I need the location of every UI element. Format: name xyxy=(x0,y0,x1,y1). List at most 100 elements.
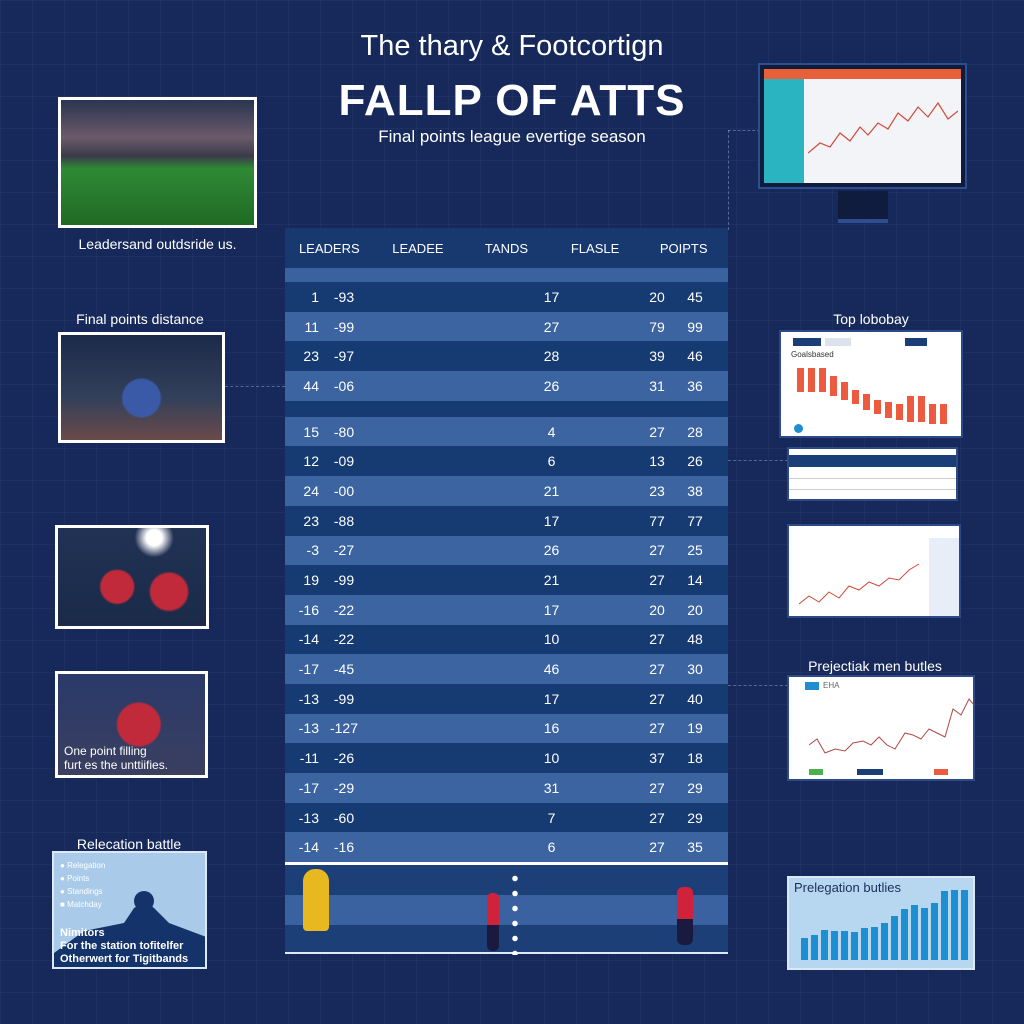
table-cell: 45 xyxy=(687,288,703,305)
table-cell: 11 xyxy=(304,318,319,335)
table-row: 11 -99 27 79 99 xyxy=(285,311,728,342)
table-row: 19 -99 21 27 14 xyxy=(285,565,728,595)
table-row: -11 -26 10 37 18 xyxy=(285,743,728,773)
table-cell: 37 xyxy=(649,750,665,767)
table-cell: 36 xyxy=(687,377,703,394)
table-cell: 27 xyxy=(649,809,665,826)
table-cell: 23 xyxy=(303,512,319,529)
column-header: TANDS xyxy=(484,240,529,256)
tab-button[interactable] xyxy=(793,338,821,346)
table-cell: 1 xyxy=(311,288,319,305)
legend-item: ■ Matchday xyxy=(60,900,102,909)
connector-line xyxy=(728,460,788,461)
caption-line: furt es the unttiifies. xyxy=(64,758,169,772)
relegation-panel: ● Relegation ● Points ● Standings ■ Matc… xyxy=(52,851,207,969)
projection-line-chart xyxy=(809,698,974,754)
table-cell: 6 xyxy=(547,839,556,856)
table-cell: 27 xyxy=(649,720,665,737)
table-cell: 31 xyxy=(649,377,665,394)
monitor-sidebar xyxy=(764,79,804,183)
connector-line xyxy=(728,685,788,686)
tab-button[interactable] xyxy=(825,338,851,346)
table-cell: 27 xyxy=(649,690,665,707)
monitor-dashboard xyxy=(760,65,965,187)
table-cell: 17 xyxy=(543,288,560,305)
column-header: FLASLE xyxy=(570,240,620,256)
table-cell: 19 xyxy=(687,720,703,737)
table-cell: 39 xyxy=(649,348,665,365)
table-cell: 20 xyxy=(649,288,665,305)
monitor-stand xyxy=(838,191,888,223)
table-cell: 26 xyxy=(687,453,703,470)
table-cell: 99 xyxy=(687,318,703,335)
connector-line xyxy=(728,130,729,230)
table-cell: 79 xyxy=(649,318,665,335)
table-cell: 10 xyxy=(543,750,560,767)
table-cell: 17 xyxy=(543,512,560,529)
table-cell: 27 xyxy=(649,779,665,796)
table-cell: 14 xyxy=(687,572,703,589)
table-cell: -26 xyxy=(333,750,355,767)
table-cell: 28 xyxy=(543,348,560,365)
table-row: -13 -127 16 27 19 xyxy=(285,713,728,744)
status-dot-icon xyxy=(794,424,803,433)
tab-button[interactable] xyxy=(905,338,927,346)
label-projection: Prejectiak men butles xyxy=(808,658,942,674)
column-header: POIPTS xyxy=(659,240,708,256)
table-cell: 26 xyxy=(543,377,560,394)
table-cell: -27 xyxy=(333,542,355,559)
table-cell: -45 xyxy=(333,661,355,678)
goalkeeper-figure xyxy=(303,869,329,932)
table-cell: -60 xyxy=(333,809,355,826)
connector-line xyxy=(728,130,760,131)
table-cell: -06 xyxy=(333,377,355,394)
table-cell: 20 xyxy=(649,601,665,618)
table-cell: 27 xyxy=(649,839,665,856)
column-header: LEADEE xyxy=(392,240,444,256)
table-cell: 31 xyxy=(543,779,560,796)
stadium-photo xyxy=(58,97,257,228)
table-cell: -17 xyxy=(298,661,319,678)
top-chart-panel: Goalsbased xyxy=(779,330,963,438)
table-cell: 24 xyxy=(303,482,319,499)
projection-chart-panel: EHA xyxy=(787,675,975,781)
line-chart-panel xyxy=(787,524,961,618)
table-cell: 18 xyxy=(687,750,703,767)
mini-table-header xyxy=(789,455,956,467)
table-cell: -99 xyxy=(333,690,355,707)
table-row: 15 -80 4 27 28 xyxy=(285,416,728,447)
table-cell: -00 xyxy=(333,482,355,499)
panel-title: Goalsbased xyxy=(791,350,834,359)
table-cell: 21 xyxy=(543,572,560,589)
badge-icon xyxy=(805,682,819,690)
table-cell: 27 xyxy=(649,661,665,678)
table-cell: 77 xyxy=(687,512,703,529)
label-top: Top lobobay xyxy=(833,311,909,327)
table-cell: -09 xyxy=(333,453,355,470)
table-cell: 28 xyxy=(687,423,703,440)
table-cell: 27 xyxy=(649,631,665,648)
table-cell: -22 xyxy=(333,631,355,648)
table-cell: 13 xyxy=(649,453,665,470)
table-row: -14 -22 10 27 48 xyxy=(285,624,728,655)
table-cell: 26 xyxy=(543,542,560,559)
legend-swatch xyxy=(934,769,948,775)
silhouette-graphic xyxy=(54,891,205,967)
line-chart xyxy=(799,563,920,605)
table-cell: 17 xyxy=(543,690,560,707)
table-cell: -13 xyxy=(298,690,319,707)
table-row: 12 -09 6 13 26 xyxy=(285,446,728,477)
team-photo-caption: One point filling furt es the unttiifies… xyxy=(64,744,168,772)
table-cell: -17 xyxy=(298,779,319,796)
table-cell: 40 xyxy=(687,690,703,707)
table-row: 44 -06 26 31 36 xyxy=(285,371,728,401)
connector-line xyxy=(225,386,285,387)
mini-table-panel xyxy=(787,447,958,501)
panel-text: For the station tofitelfer xyxy=(60,940,184,952)
legend-swatch xyxy=(809,769,823,775)
table-body: 1 -93 17 20 45 11 -99 27 79 99 23 -97 28 39 46 44 -06 26 3… xyxy=(285,282,728,863)
table-cell: 35 xyxy=(687,839,703,856)
table-cell: 27 xyxy=(543,318,560,335)
table-cell: -99 xyxy=(333,318,355,335)
page-subtitle: Final points league evertige season xyxy=(378,127,646,146)
